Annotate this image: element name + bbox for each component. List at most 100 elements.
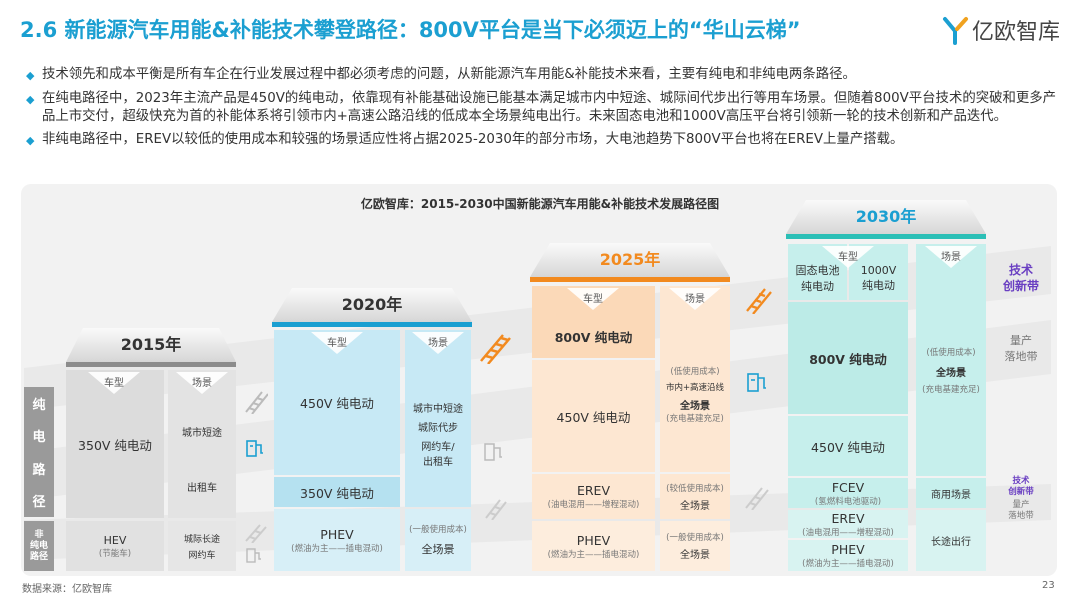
bullet-text: 在纯电路径中，2023年主流产品是450V的纯电动，依靠现有补能基础设施已能基本…: [42, 90, 1057, 125]
side-char: 纯: [32, 397, 46, 413]
bullet-item: ◆ 在纯电路径中，2023年主流产品是450V的纯电动，依靠现有补能基础设施已能基…: [26, 90, 1061, 127]
scene-subtext: (一般使用成本): [666, 533, 724, 543]
year-2020-header: 2020年: [272, 288, 472, 322]
model-subtext: (油电混用——增程混动): [802, 527, 894, 538]
model-column-label: 车型: [583, 294, 603, 305]
fcev-2030-model: FCEV (氢燃料电池驱动): [788, 478, 908, 508]
side-char: 非: [34, 529, 44, 540]
label-line: 技术: [1008, 263, 1033, 277]
bev-path-label: 纯 电 路 径: [24, 387, 54, 517]
erev-2025-model: EREV (油电混用——增程混动): [532, 474, 655, 519]
scene-text: 城际代步: [418, 422, 458, 434]
scene-text: 全场景: [680, 550, 710, 561]
model-subtext: (燃油为主——插电混动): [547, 549, 640, 560]
bullet-text: 非纯电路径中，EREV以较低的使用成本和较强的场景适应性将占据2025-2030…: [42, 131, 904, 147]
label-line: 创新带: [1008, 487, 1034, 497]
diamond-icon: ◆: [26, 69, 35, 82]
diamond-icon: ◆: [26, 92, 35, 106]
scene-text: 全场景: [421, 543, 455, 556]
scene-column-label: 场景: [941, 252, 961, 263]
phev-2030-model: PHEV (燃油为主——插电混动): [788, 540, 908, 571]
scene-text: 市内+高速沿线: [665, 382, 725, 393]
model-text: PHEV: [831, 542, 865, 557]
side-char: 路: [32, 462, 46, 478]
model-text: 350V 纯电动: [300, 485, 374, 501]
label-line: 量产: [1010, 334, 1032, 347]
bullet-text: 技术领先和成本平衡是所有车企在行业发展过程中都必须考虑的问题，从新能源汽车用能&…: [42, 67, 856, 82]
scene-text: 城际长途: [183, 534, 220, 545]
scene-text: 商用场景: [931, 489, 971, 501]
ladder-icon: [245, 524, 267, 543]
model-column-label: 车型: [104, 378, 124, 389]
phev-2020-scene: (一般使用成本) 全场景: [405, 509, 471, 571]
scene-column-label: 场景: [428, 338, 448, 349]
model-subtext: (燃油为主——插电混动): [802, 559, 894, 569]
model-subtext: (氢燃料电池驱动): [814, 496, 882, 507]
logo-icon: [943, 17, 968, 45]
model-arrow: [822, 246, 874, 268]
year-2030-header: 2030年: [786, 200, 986, 234]
scene-arrow: [176, 372, 228, 394]
label-line: 量产: [1012, 500, 1030, 510]
bullet-item: ◆ 技术领先和成本平衡是所有车企在行业发展过程中都必须考虑的问题，从新能源汽车用能…: [26, 66, 1061, 86]
erev-2025-scene: (较低使用成本) 全场景: [660, 474, 730, 519]
model-column-label: 车型: [838, 252, 858, 263]
scene-subtext: (充电基建充足): [666, 413, 724, 424]
brand-logo: 亿欧智库: [942, 14, 1060, 46]
scene-column-label: 场景: [192, 378, 212, 389]
side-char: 路径: [29, 551, 48, 562]
charging-pile-icon: [484, 443, 502, 461]
mass-production-band-label-small: 量产 落地带: [994, 500, 1048, 522]
diagram-title: 亿欧智库：2015-2030中国新能源汽车用能&补能技术发展路径图: [360, 197, 720, 211]
bev-2015-model: 350V 纯电动: [66, 370, 164, 518]
model-arrow: [88, 372, 140, 394]
ladder-icon: [245, 391, 268, 414]
page-number: 23: [1042, 580, 1055, 591]
scene-column-label: 场景: [685, 294, 705, 305]
phev-2025-scene: (一般使用成本) 全场景: [660, 521, 730, 571]
low-2030-scene: 长途出行: [916, 510, 986, 571]
model-subtext: (燃油为主——插电混动): [291, 543, 383, 554]
side-char: 纯电: [29, 540, 48, 551]
model-arrow: [311, 332, 363, 354]
bev-2020-scene: 城市中短途 城际代步 网约车/ 出租车: [405, 330, 471, 507]
logo-text: 亿欧智库: [972, 20, 1061, 45]
charging-pile-icon: [246, 548, 261, 563]
model-text: EREV: [831, 510, 865, 526]
scene-subtext: (低使用成本): [670, 366, 720, 377]
source-note: 数据来源：亿欧智库: [22, 584, 112, 595]
innovation-band-label-small: 技术 创新带: [994, 476, 1048, 498]
model-text: HEV: [103, 533, 127, 547]
model-text: PHEV: [320, 526, 354, 542]
scene-text: 出租车: [423, 456, 453, 468]
hv1000-2030: 1000V 纯电动: [849, 244, 908, 300]
innovation-band-label: 技术 创新带: [994, 262, 1048, 294]
phev-2025-model: PHEV (燃油为主——插电混动): [532, 521, 655, 571]
model-text: FCEV: [831, 479, 865, 495]
label-line: 落地带: [1004, 350, 1038, 363]
bev-2030-450v: 450V 纯电动: [788, 416, 908, 476]
charging-pile-icon: [246, 440, 263, 457]
year-2015-header: 2015年: [66, 328, 236, 362]
scene-text: 网约车: [188, 550, 216, 561]
bev-2015-scene: 城市短途 出租车: [168, 370, 236, 518]
bev-2030-800v: 800V 纯电动: [788, 302, 908, 414]
model-text: 450V 纯电动: [811, 439, 885, 455]
scene-subtext: (低使用成本): [926, 347, 976, 358]
scene-text: 全场景: [680, 500, 710, 512]
hev-2015-model: HEV (节能车): [66, 521, 164, 571]
model-text: 450V 纯电动: [300, 396, 374, 411]
year-2025-bar: [530, 277, 730, 282]
model-text: 800V 纯电动: [554, 330, 633, 345]
model-subtext: (油电混用——增程混动): [547, 500, 640, 510]
scene-arrow: [925, 246, 977, 268]
model-text: 800V 纯电动: [809, 351, 887, 367]
ladder-icon: [480, 334, 511, 364]
model-text: PHEV: [576, 532, 611, 548]
model-text: 纯电动: [801, 280, 834, 293]
bev-2020-450v: 450V 纯电动: [274, 330, 400, 475]
model-text: 350V 纯电动: [78, 437, 152, 453]
ladder-icon: [745, 487, 769, 510]
fcev-2030-scene: 商用场景: [916, 478, 986, 508]
year-2015-bar: [66, 362, 236, 367]
